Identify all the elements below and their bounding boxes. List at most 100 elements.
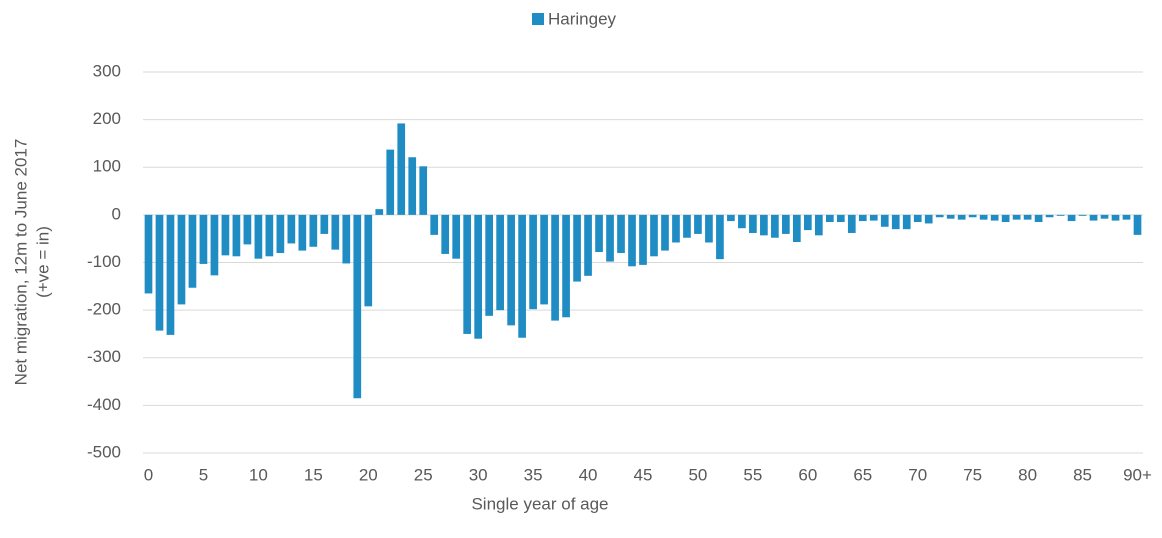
- x-tick-label: 5: [199, 465, 208, 484]
- bar: [1078, 214, 1087, 216]
- bar: [441, 214, 450, 254]
- x-tick-label: 60: [798, 465, 817, 484]
- bar: [814, 214, 823, 236]
- bar: [276, 214, 285, 253]
- x-tick-label: 90+: [1123, 465, 1152, 484]
- x-tick-label: 45: [634, 465, 653, 484]
- x-tick-label: 80: [1018, 465, 1037, 484]
- x-tick-label: 15: [304, 465, 323, 484]
- bar: [188, 214, 197, 288]
- bar: [803, 214, 812, 231]
- y-tick-label: -500: [87, 442, 121, 461]
- bar: [331, 214, 340, 250]
- bar: [628, 214, 636, 267]
- x-tick-label: 35: [524, 465, 543, 484]
- bar: [1100, 214, 1109, 219]
- legend-label: Haringey: [548, 9, 617, 28]
- bar: [573, 214, 581, 282]
- bar: [243, 214, 252, 245]
- bar: [1089, 214, 1098, 221]
- x-tick-label: 25: [414, 465, 433, 484]
- x-tick-label: 50: [688, 465, 707, 484]
- bar: [551, 214, 559, 321]
- bar: [1122, 214, 1131, 220]
- bar: [639, 214, 647, 265]
- bar: [1111, 214, 1120, 221]
- bar: [968, 214, 977, 218]
- x-tick-label: 10: [249, 465, 268, 484]
- bar: [924, 214, 933, 224]
- bar: [705, 214, 713, 243]
- x-tick-label: 0: [144, 465, 153, 484]
- bar: [650, 214, 658, 257]
- bar: [397, 123, 406, 215]
- bar: [825, 214, 834, 223]
- y-tick-label: 0: [112, 204, 121, 223]
- y-tick-label: 300: [93, 61, 121, 80]
- bar: [485, 214, 493, 316]
- bar: [869, 214, 878, 221]
- bar: [342, 214, 351, 264]
- bar: [1067, 214, 1076, 222]
- y-tick-label: 200: [93, 109, 121, 128]
- bar: [847, 214, 856, 233]
- y-axis-label: (+ve = in): [33, 226, 52, 298]
- bar: [1056, 214, 1065, 216]
- x-tick-label: 85: [1073, 465, 1092, 484]
- bar: [760, 214, 768, 236]
- bar: [880, 214, 889, 227]
- x-axis-label: Single year of age: [471, 494, 608, 513]
- bar: [913, 214, 922, 223]
- bar: [672, 214, 680, 243]
- bar: [166, 214, 175, 335]
- bar: [1012, 214, 1021, 220]
- y-axis-label: Net migration, 12m to June 2017: [11, 139, 30, 386]
- y-tick-label: -100: [87, 252, 121, 271]
- bar: [946, 214, 955, 219]
- x-tick-label: 75: [963, 465, 982, 484]
- x-tick-label: 55: [743, 465, 762, 484]
- legend-swatch: [532, 13, 544, 25]
- bar: [891, 214, 900, 230]
- bar: [529, 214, 537, 310]
- x-tick-label: 70: [908, 465, 927, 484]
- y-tick-label: 100: [93, 157, 121, 176]
- bar: [353, 214, 362, 399]
- bar: [320, 214, 329, 234]
- x-tick-label: 30: [469, 465, 488, 484]
- bar: [694, 214, 702, 234]
- bar: [144, 214, 153, 294]
- bar: [1045, 214, 1054, 218]
- bar: [902, 214, 911, 230]
- y-tick-label: -300: [87, 347, 121, 366]
- bar: [474, 214, 483, 339]
- bar: [595, 214, 603, 253]
- bar: [364, 214, 373, 307]
- bar: [661, 214, 669, 251]
- bar: [496, 214, 504, 311]
- bar: [155, 214, 164, 331]
- bar: [683, 214, 691, 238]
- bar: [540, 214, 548, 305]
- bar: [990, 214, 999, 221]
- bar: [408, 157, 417, 215]
- x-tick-label: 65: [853, 465, 872, 484]
- x-tick-label: 20: [359, 465, 378, 484]
- bar: [836, 214, 845, 223]
- bar: [935, 214, 944, 218]
- bar: [749, 214, 757, 233]
- bar: [177, 214, 186, 305]
- bar: [606, 214, 614, 262]
- bar: [716, 214, 724, 260]
- y-tick-label: -400: [87, 395, 121, 414]
- bar: [287, 214, 296, 244]
- bar: [727, 214, 735, 222]
- bar: [430, 214, 439, 235]
- bar: [793, 214, 801, 243]
- bar: [979, 214, 988, 220]
- bar: [738, 214, 746, 229]
- bar: [375, 209, 384, 215]
- bar: [463, 214, 472, 334]
- bar: [518, 214, 526, 338]
